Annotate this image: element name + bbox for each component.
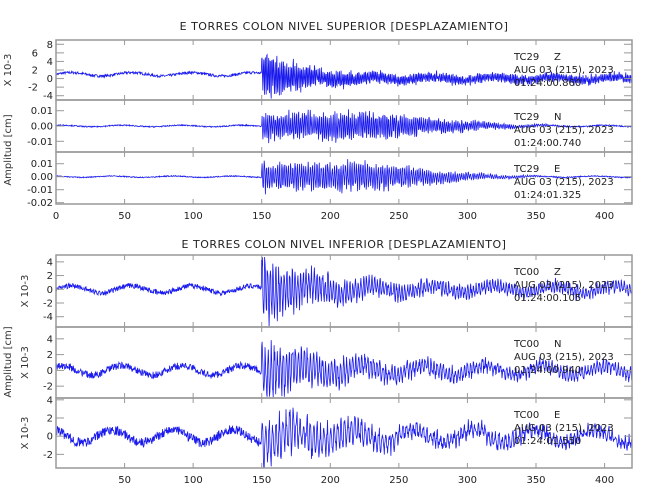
- y-tick-label: -2: [28, 83, 38, 94]
- trace-TC29-Z: [55, 53, 633, 99]
- y-tick-label: 0.01: [31, 159, 53, 170]
- x-tick-label: 350: [526, 475, 545, 486]
- trace-TC29-E: [55, 159, 633, 195]
- time-label: 01:24:00.105: [514, 293, 581, 304]
- y-tick-label: 2: [47, 414, 53, 425]
- component-label: Z: [554, 52, 561, 63]
- date-label: AUG 03 (215), 2023: [514, 352, 614, 363]
- y-tick-label: -0.01: [27, 185, 53, 196]
- time-label: 01:24:00.740: [514, 138, 581, 149]
- time-label: 01:24:00.860: [514, 78, 581, 89]
- chart-title: E TORRES COLON NIVEL INFERIOR [DESPLAZAM…: [182, 238, 507, 251]
- y-tick-label: -4: [43, 312, 53, 323]
- scale-label: X 10-3: [20, 346, 31, 379]
- chart-title: E TORRES COLON NIVEL SUPERIOR [DESPLAZAM…: [180, 20, 509, 33]
- y-tick-label: -2: [43, 382, 53, 393]
- y-tick-label: 0: [47, 74, 53, 85]
- time-label: 01:24:01.325: [514, 190, 581, 201]
- trace-TC00-E: [55, 407, 632, 469]
- y-tick-label: -0.02: [27, 198, 53, 209]
- x-tick-label: 250: [389, 211, 408, 222]
- date-label: AUG 03 (215), 2023: [514, 423, 614, 434]
- panel-frame: [55, 397, 633, 469]
- y-axis-label: Amplitud [cm]: [3, 114, 14, 185]
- y-tick-label: 0.00: [31, 122, 53, 133]
- x-tick-label: 150: [252, 211, 271, 222]
- station-label: TC00: [513, 339, 539, 350]
- x-tick-label: 300: [458, 211, 477, 222]
- scale-label: X 10-3: [3, 54, 14, 87]
- scale-label: X 10-3: [20, 275, 31, 308]
- date-label: AUG 03 (215), 2023: [514, 177, 614, 188]
- x-tick-label: 150: [252, 475, 271, 486]
- y-tick-label: 4: [47, 57, 53, 68]
- x-tick-label: 200: [321, 475, 340, 486]
- x-tick-label: 350: [526, 211, 545, 222]
- y-tick-label: -0.01: [27, 137, 53, 148]
- x-tick-label: 50: [118, 211, 131, 222]
- scale-label: X 10-3: [20, 417, 31, 450]
- component-label: E: [554, 410, 560, 421]
- y-tick-label: 4: [47, 395, 53, 406]
- y-tick-label: 8: [47, 40, 53, 51]
- x-tick-label: 400: [595, 475, 614, 486]
- y-tick-label: 0.00: [31, 172, 53, 183]
- y-tick-label: -2: [43, 450, 53, 461]
- trace-TC29-N: [55, 109, 633, 144]
- component-label: N: [554, 112, 561, 123]
- x-tick-label: 100: [184, 475, 203, 486]
- station-label: TC29: [513, 52, 539, 63]
- trace-TC00-N: [55, 340, 633, 398]
- y-tick-label: -2: [43, 299, 53, 310]
- y-tick-label: 2: [47, 271, 53, 282]
- y-tick-label: -4: [43, 91, 53, 102]
- y-tick-label: 2: [32, 66, 38, 77]
- y-tick-label: 4: [47, 334, 53, 345]
- x-tick-label: 250: [389, 475, 408, 486]
- component-label: E: [554, 164, 560, 175]
- y-tick-label: 0: [47, 285, 53, 296]
- component-label: Z: [554, 267, 561, 278]
- x-tick-label: 200: [321, 211, 340, 222]
- x-tick-label: 100: [184, 211, 203, 222]
- date-label: AUG 03 (215), 2023: [514, 125, 614, 136]
- date-label: AUG 03 (215), 2023: [514, 65, 614, 76]
- x-tick-label: 400: [595, 211, 614, 222]
- y-tick-label: 0.01: [31, 106, 53, 117]
- date-label: AUG 03 (215), 2023: [514, 280, 614, 291]
- y-tick-label: 4: [47, 257, 53, 268]
- x-tick-label: 50: [118, 475, 131, 486]
- trace-TC00-Z: [55, 256, 633, 327]
- panel-frame: [55, 151, 633, 205]
- y-tick-label: 0: [47, 432, 53, 443]
- station-label: TC29: [513, 164, 539, 175]
- time-label: 01:24:01.550: [514, 436, 581, 447]
- time-label: 01:24:00.940: [514, 365, 581, 376]
- station-label: TC29: [513, 112, 539, 123]
- x-tick-label: 0: [53, 211, 59, 222]
- y-tick-label: 0: [47, 366, 53, 377]
- component-label: N: [554, 339, 561, 350]
- y-tick-label: 2: [47, 350, 53, 361]
- y-axis-label: Amplitud [cm]: [3, 326, 14, 397]
- station-label: TC00: [513, 410, 539, 421]
- x-tick-label: 300: [458, 475, 477, 486]
- station-label: TC00: [513, 267, 539, 278]
- y-tick-label: 6: [32, 48, 38, 59]
